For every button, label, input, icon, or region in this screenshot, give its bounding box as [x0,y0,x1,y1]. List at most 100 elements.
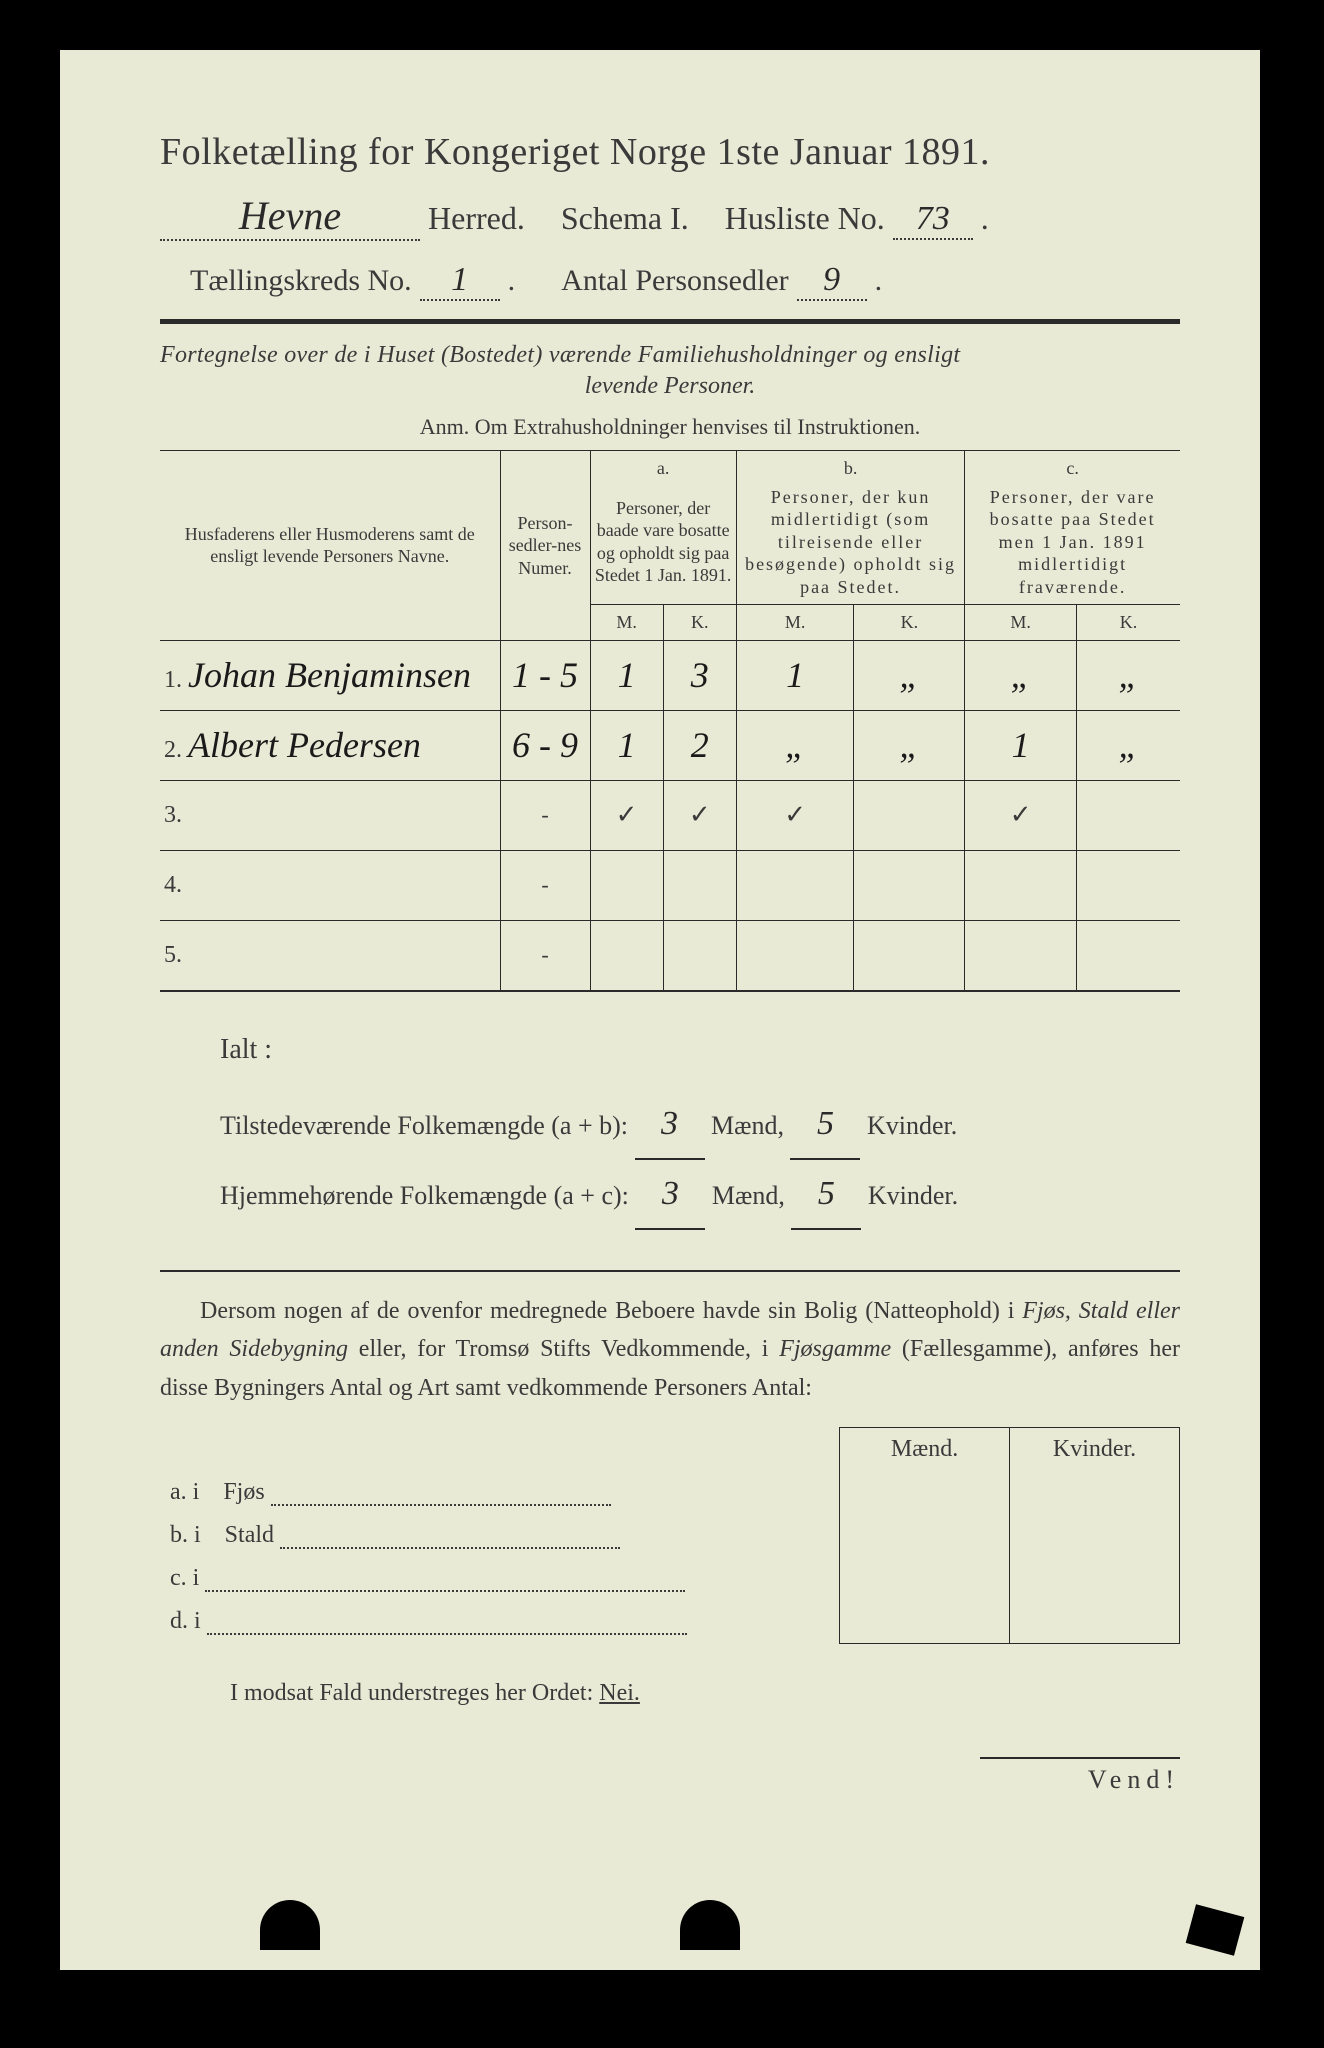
outbuild-row: b. i Stald [160,1514,1180,1557]
row-num: - [500,920,590,990]
table-row: 1. Johan Benjaminsen 1 - 5 1 3 1 „ „ „ [160,640,1180,710]
cell-cm: 1 [965,710,1077,780]
personsedler-value: 9 [797,261,867,301]
row-num: - [500,850,590,920]
cell-ck [1076,920,1180,990]
row-name: Johan Benjaminsen [188,655,471,695]
cell-bk [854,920,965,990]
cell-am: 1 [590,640,663,710]
kreds-value: 1 [420,261,500,301]
cell-bk [854,850,965,920]
row-label: b. i [170,1522,201,1548]
totals-block: Ialt : Tilstedeværende Folkemængde (a + … [220,1022,1180,1230]
row-idx: 2. [164,737,182,763]
page-title: Folketælling for Kongeriget Norge 1ste J… [160,130,1180,174]
row-type: Stald [225,1522,274,1548]
col-b-text: Personer, der kun midlertidigt (som tilr… [745,487,956,597]
census-form-page: Folketælling for Kongeriget Norge 1ste J… [60,50,1260,1970]
cell-ak: ✓ [663,780,736,850]
table-row: 3. - ✓ ✓ ✓ ✓ [160,780,1180,850]
cell-ck: „ [1076,710,1180,780]
cell-bm [736,850,854,920]
col-num-header: Person-sedler-nes Numer. [500,451,590,641]
col-b-k: K. [854,605,965,641]
cell-bk: „ [854,710,965,780]
binding-hole [260,1900,320,1950]
binding-hole [680,1900,740,1950]
husliste-value: 73 [893,200,973,240]
maend-label: Mænd, [711,1111,784,1140]
cell-ak [663,850,736,920]
nei-word: Nei. [599,1680,640,1706]
row-label: c. i [170,1565,199,1591]
anm-note: Anm. Om Extrahusholdninger henvises til … [160,414,1180,440]
period: . [875,264,883,298]
row-type: Fjøs [223,1479,264,1505]
herred-value: Hevne [160,192,420,241]
row-idx: 1. [164,667,182,693]
personsedler-label: Antal Personsedler [561,264,788,298]
col-c-header: Personer, der vare bosatte paa Stedet me… [965,480,1180,605]
dotted-line [205,1568,685,1592]
period: . [981,200,989,237]
col-name-text: Husfaderens eller Husmoderens samt de en… [185,524,475,567]
outbuild-row: d. i [160,1600,1180,1643]
outbuild-row: c. i [160,1557,1180,1600]
cell-ak: 2 [663,710,736,780]
header-line-3: Tællingskreds No. 1 . Antal Personsedler… [160,261,1180,301]
totals-line1-label: Tilstedeværende Folkemængde (a + b): [220,1111,628,1140]
kvinder-header: Kvinder. [1010,1428,1180,1472]
row-num: 1 - 5 [500,640,590,710]
cell-am: ✓ [590,780,663,850]
cell-bk [854,780,965,850]
col-b-header: Personer, der kun midlertidigt (som tilr… [736,480,965,605]
totals-line1-m: 3 [635,1090,705,1160]
ialt-label: Ialt : [220,1022,1180,1078]
totals-line1-k: 5 [790,1090,860,1160]
outbuild-row: a. i Fjøs [160,1471,1180,1514]
divider [160,319,1180,324]
binding-hole [1186,1904,1245,1956]
husliste-label: Husliste No. [725,200,885,237]
schema-label: Schema I. [561,200,689,237]
cell-ck [1076,780,1180,850]
kvinder-label: Kvinder. [868,1181,958,1210]
subtitle-line1: Fortegnelse over de i Huset (Bostedet) v… [160,342,1180,369]
cell-cm: „ [965,640,1077,710]
row-num: - [500,780,590,850]
dotted-line [280,1525,620,1549]
herred-label: Herred. [428,200,525,237]
col-c-k: K. [1076,605,1180,641]
row-idx: 4. [164,872,182,898]
cell-bm [736,920,854,990]
cell-ak [663,920,736,990]
table-bottom-rule [160,990,1180,992]
cell-ck: „ [1076,640,1180,710]
col-a-m: M. [590,605,663,641]
cell-am [590,920,663,990]
cell-bm: 1 [736,640,854,710]
totals-line2-label: Hjemmehørende Folkemængde (a + c): [220,1181,629,1210]
table-row: 2. Albert Pedersen 6 - 9 1 2 „ „ 1 „ [160,710,1180,780]
vend-label: Vend! [980,1757,1180,1795]
nei-line: I modsat Fald understreges her Ordet: Ne… [230,1680,1180,1707]
col-c-top: c. [965,451,1180,480]
row-label: d. i [170,1608,201,1634]
cell-bm: „ [736,710,854,780]
row-name: Albert Pedersen [188,725,421,765]
cell-ck [1076,850,1180,920]
maend-label: Mænd, [712,1181,785,1210]
kvinder-label: Kvinder. [867,1111,957,1140]
outbuilding-paragraph: Dersom nogen af de ovenfor medregnede Be… [160,1292,1180,1407]
outbuildings-table: Mænd. Kvinder. a. i Fjøs b. i Stald c. i… [160,1427,1180,1644]
cell-bk: „ [854,640,965,710]
totals-line-2: Hjemmehørende Folkemængde (a + c): 3 Mæn… [220,1160,1180,1230]
nei-text: I modsat Fald understreges her Ordet: [230,1680,593,1706]
kreds-label: Tællingskreds No. [190,264,412,298]
cell-am: 1 [590,710,663,780]
col-name-header: Husfaderens eller Husmoderens samt de en… [160,451,500,641]
row-idx: 5. [164,942,182,968]
cell-ak: 3 [663,640,736,710]
row-label: a. i [170,1479,199,1505]
header-line-2: Hevne Herred. Schema I. Husliste No. 73 … [160,192,1180,241]
